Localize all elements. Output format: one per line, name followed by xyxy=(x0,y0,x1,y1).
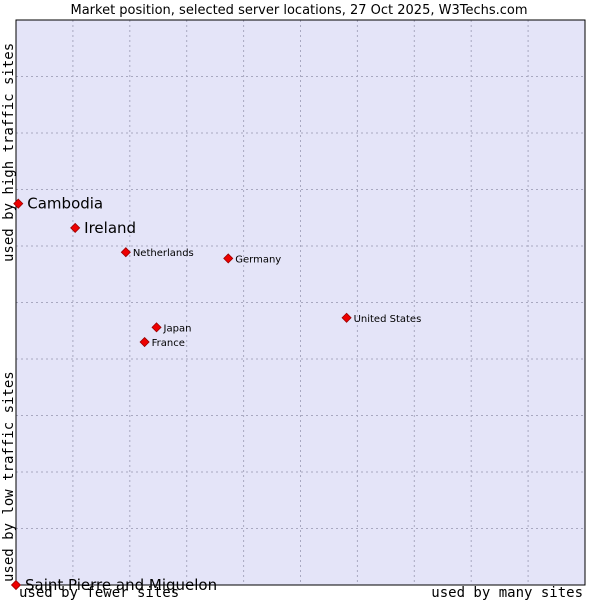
y-axis-label-top: used by high traffic sites xyxy=(1,43,17,262)
point-marker-netherlands xyxy=(120,247,131,258)
point-marker-cambodia xyxy=(13,198,24,209)
point-marker-ireland xyxy=(70,222,81,233)
point-label-ireland: Ireland xyxy=(84,219,136,237)
y-axis-label-bottom: used by low traffic sites xyxy=(1,371,17,582)
point-marker-saint-pierre-and-miquelon xyxy=(10,579,22,591)
x-axis-label-left: used by fewer sites xyxy=(19,585,179,600)
point-marker-japan xyxy=(151,322,162,333)
point-label-france: France xyxy=(152,338,185,349)
point-label-japan: Japan xyxy=(163,323,192,334)
chart-title: Market position, selected server locatio… xyxy=(70,3,527,18)
grid-lines xyxy=(16,20,585,585)
point-marker-united-states xyxy=(341,312,352,323)
x-axis-label-right: used by many sites xyxy=(431,585,583,600)
point-label-germany: Germany xyxy=(235,254,281,265)
point-label-saint-pierre-and-miquelon: Saint Pierre and Miquelon xyxy=(25,576,217,594)
data-points: Cambodia Ireland Netherlands Germany United … xyxy=(10,195,422,594)
point-marker-germany xyxy=(223,253,234,264)
point-label-united-states: United States xyxy=(354,314,422,325)
point-label-netherlands: Netherlands xyxy=(133,248,194,259)
plot-frame xyxy=(15,19,586,586)
point-marker-france xyxy=(139,336,150,348)
point-label-cambodia: Cambodia xyxy=(27,195,103,213)
